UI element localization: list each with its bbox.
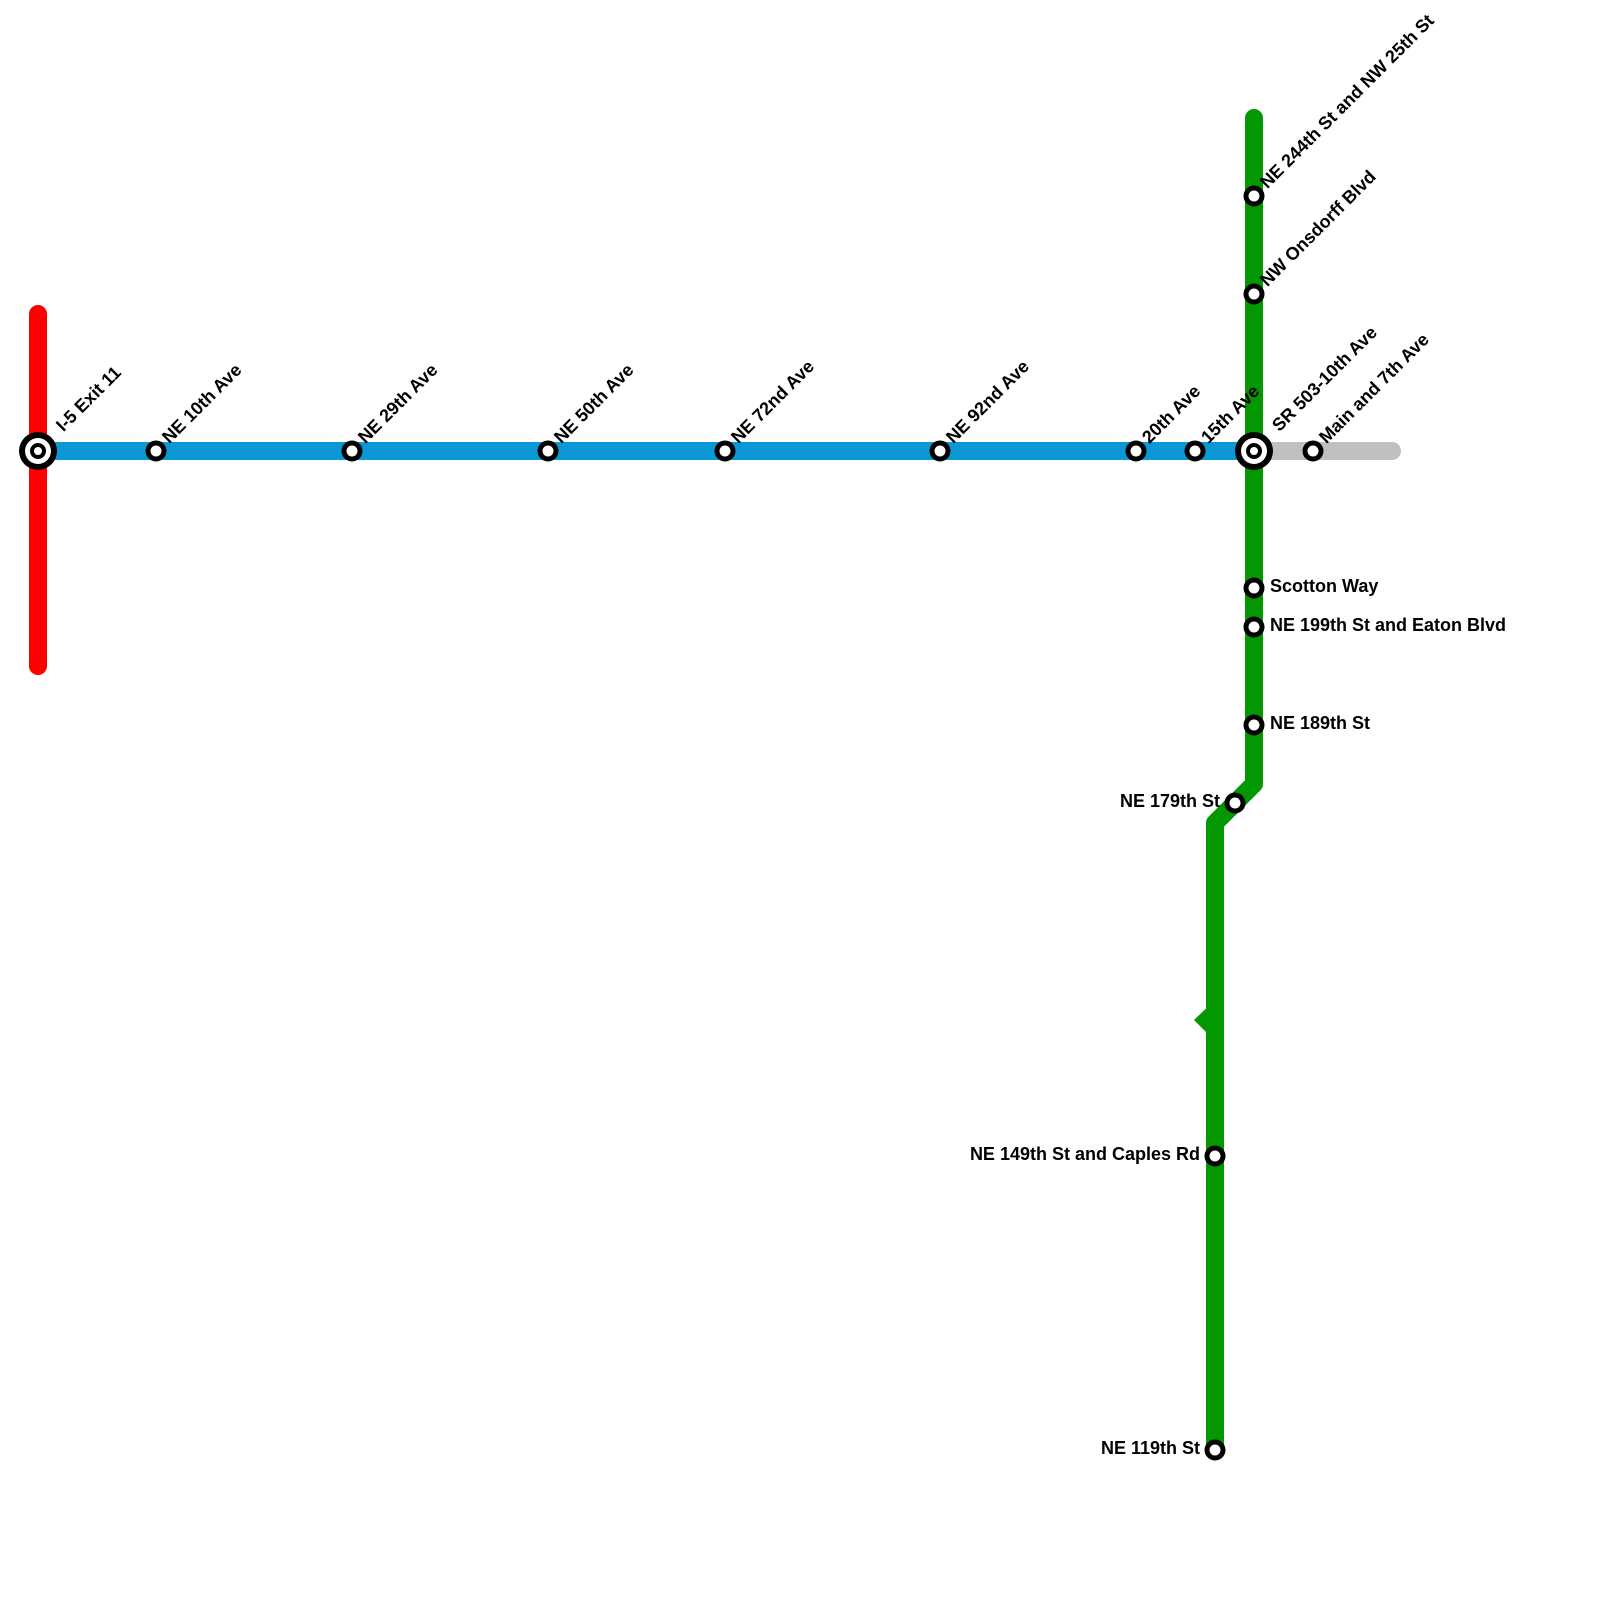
station-label: SR 503-10th Ave	[1268, 322, 1381, 435]
station-label: I-5 Exit 11	[52, 362, 125, 435]
interchange-station-dot	[34, 447, 42, 455]
interchange-station-dot	[1250, 447, 1258, 455]
station	[1204, 1439, 1226, 1461]
station-label: 20th Ave	[1138, 381, 1204, 447]
station	[537, 440, 559, 462]
station	[1243, 185, 1265, 207]
station-label: NE 244th St and NW 25th St	[1256, 10, 1438, 192]
station	[1243, 283, 1265, 305]
station-label: NE 29th Ave	[354, 360, 441, 447]
station	[1224, 792, 1246, 814]
station-label: NE 149th St and Caples Rd	[970, 1144, 1200, 1164]
station	[714, 440, 736, 462]
station	[1204, 1145, 1226, 1167]
station	[1243, 616, 1265, 638]
station-label: NE 92nd Ave	[942, 356, 1033, 447]
station	[1184, 440, 1206, 462]
station-label: NE 72nd Ave	[727, 356, 818, 447]
station	[341, 440, 363, 462]
station-label: Main and 7th Ave	[1315, 329, 1433, 447]
station-label: NE 10th Ave	[158, 360, 245, 447]
station	[1243, 577, 1265, 599]
station-label: NE 179th St	[1120, 791, 1220, 811]
green-line	[1206, 109, 1263, 1459]
station	[1302, 440, 1324, 462]
station	[1125, 440, 1147, 462]
station-label: NE 189th St	[1270, 713, 1370, 733]
station-label: NE 50th Ave	[550, 360, 637, 447]
station-label: Scotton Way	[1270, 576, 1378, 596]
green-line-kink	[1194, 1000, 1215, 1041]
station	[929, 440, 951, 462]
station-label: NE 199th St and Eaton Blvd	[1270, 615, 1506, 635]
station-label: NE 119th St	[1101, 1438, 1200, 1458]
station	[1243, 714, 1265, 736]
station	[145, 440, 167, 462]
